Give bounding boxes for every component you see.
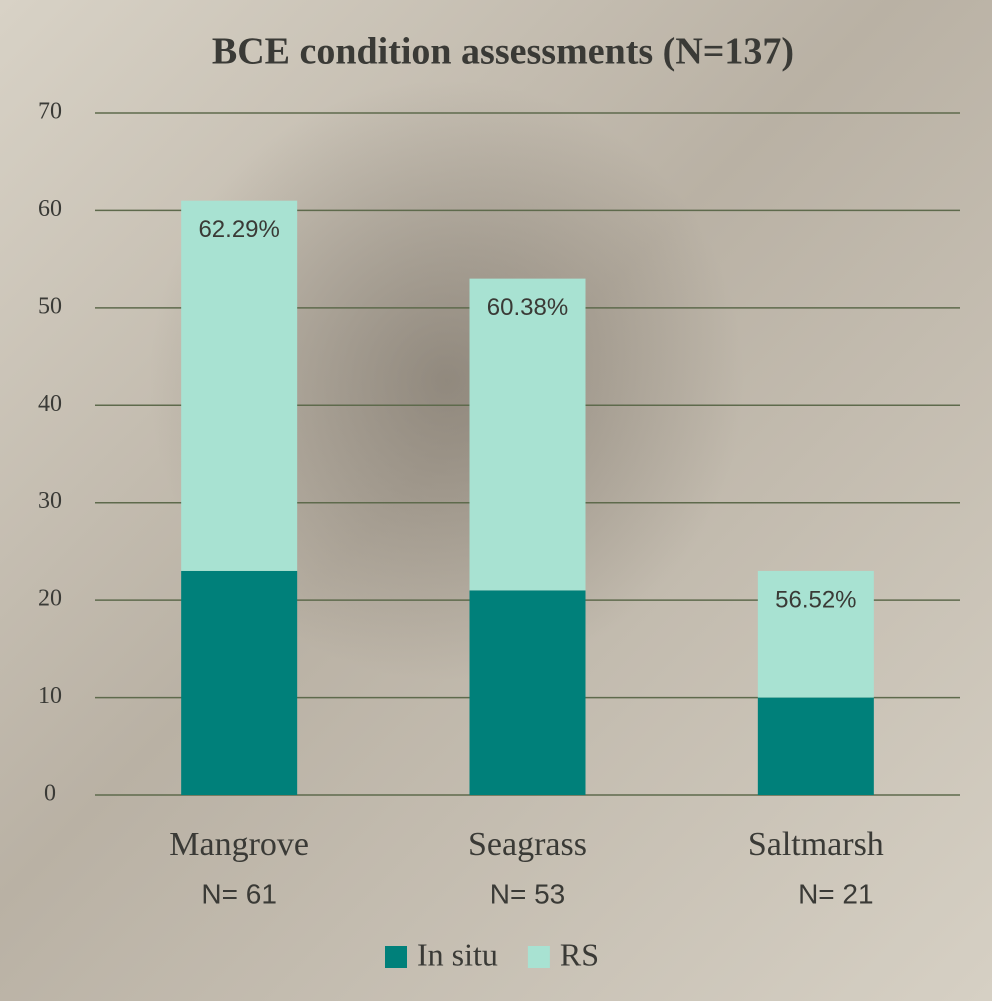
bar-segment [470,590,586,795]
y-tick-label: 20 [38,586,62,612]
legend-label: In situ [417,936,498,972]
y-tick-label: 50 [38,293,62,319]
sample-size-label: N= 53 [490,878,566,909]
y-tick-label: 40 [38,391,62,417]
y-tick-label: 30 [38,488,62,514]
y-tick-label: 70 [38,99,62,125]
legend-label: RS [560,936,599,972]
x-tick-label: Mangrove [169,826,309,863]
page: BCE condition assessments (N=137) 0 10 20 3… [0,0,992,1001]
bar-segment [181,201,297,571]
sample-size-label: N= 21 [798,878,874,909]
y-tick-label: 60 [38,196,62,222]
bar-segment [181,571,297,795]
x-tick-label: Saltmarsh [748,826,884,863]
legend-swatch [528,946,550,968]
chart-title: BCE condition assessments (N=137) [212,31,794,73]
chart: BCE condition assessments (N=137) 0 10 20 3… [0,0,992,1001]
bar-segment [470,279,586,591]
sample-size-label: N= 61 [201,878,277,909]
legend-swatch [385,946,407,968]
x-tick-label: Seagrass [468,826,587,863]
data-label: 60.38% [487,294,568,321]
y-tick-label: 10 [38,683,62,709]
bar-segment [758,698,874,795]
data-label: 62.29% [198,216,279,243]
y-tick-label: 0 [44,781,56,807]
data-label: 56.52% [775,586,856,613]
